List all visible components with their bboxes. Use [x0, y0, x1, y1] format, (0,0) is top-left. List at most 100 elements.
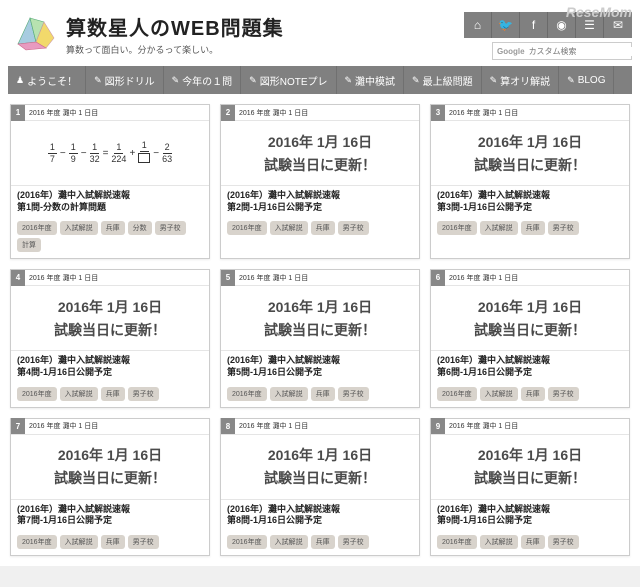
home-icon[interactable]: ⌂ [464, 12, 492, 38]
card[interactable]: 22016 年度 灘中 1 日目2016年 1月 16日試験当日に更新！(201… [220, 104, 420, 259]
card[interactable]: 52016 年度 灘中 1 日目2016年 1月 16日試験当日に更新！(201… [220, 269, 420, 407]
operator: − [81, 148, 87, 159]
card-tags: 2016年度入試解説兵庫男子校 [221, 531, 419, 555]
tag[interactable]: 入試解説 [270, 387, 308, 401]
card-head: 72016 年度 灘中 1 日目 [11, 419, 209, 435]
card-title-line2: 第7問-1月16日公開予定 [17, 515, 203, 527]
card-tags: 2016年度入試解説兵庫男子校 [221, 383, 419, 407]
card[interactable]: 32016 年度 灘中 1 日目2016年 1月 16日試験当日に更新！(201… [430, 104, 630, 259]
tag[interactable]: 兵庫 [101, 535, 125, 549]
logo-icon [12, 12, 60, 52]
card-title-line2: 第9問-1月16日公開予定 [437, 515, 623, 527]
tag[interactable]: 男子校 [548, 535, 579, 549]
tag[interactable]: 入試解説 [480, 535, 518, 549]
tag[interactable]: 男子校 [548, 387, 579, 401]
card-title-line1: (2016年）灘中入試解説速報 [227, 504, 413, 516]
card-body: 17−19−132=1224+1−263 [11, 121, 209, 185]
card-meta: 2016 年度 灘中 1 日目 [25, 108, 98, 118]
card-number: 6 [431, 270, 445, 286]
card-line2: 試験当日に更新！ [474, 155, 586, 175]
card-grid: 12016 年度 灘中 1 日目17−19−132=1224+1−263(201… [8, 94, 632, 558]
tag[interactable]: 兵庫 [101, 387, 125, 401]
tag[interactable]: 2016年度 [437, 387, 477, 401]
tag[interactable]: 兵庫 [311, 387, 335, 401]
facebook-icon[interactable]: f [520, 12, 548, 38]
twitter-icon[interactable]: 🐦 [492, 12, 520, 38]
tag[interactable]: 計算 [17, 238, 41, 252]
card-title: (2016年）灘中入試解説速報第3問-1月16日公開予定 [431, 185, 629, 217]
nav-item-5[interactable]: ✎最上級問題 [404, 66, 482, 94]
tag[interactable]: 入試解説 [270, 221, 308, 235]
tag[interactable]: 2016年度 [17, 387, 57, 401]
card-body: 2016年 1月 16日試験当日に更新！ [431, 435, 629, 499]
tag[interactable]: 分数 [128, 221, 152, 235]
card[interactable]: 42016 年度 灘中 1 日目2016年 1月 16日試験当日に更新！(201… [10, 269, 210, 407]
card-title-line1: (2016年）灘中入試解説速報 [17, 355, 203, 367]
tag[interactable]: 男子校 [338, 535, 369, 549]
nav-item-4[interactable]: ✎灘中模試 [337, 66, 405, 94]
tag[interactable]: 兵庫 [101, 221, 125, 235]
tag[interactable]: 入試解説 [60, 221, 98, 235]
card[interactable]: 82016 年度 灘中 1 日目2016年 1月 16日試験当日に更新！(201… [220, 418, 420, 556]
tag[interactable]: 男子校 [548, 221, 579, 235]
tag[interactable]: 入試解説 [480, 387, 518, 401]
card-head: 62016 年度 灘中 1 日目 [431, 270, 629, 286]
nav-item-6[interactable]: ✎算オリ解説 [482, 66, 560, 94]
tag[interactable]: 兵庫 [521, 387, 545, 401]
nav-label: 図形ドリル [105, 73, 155, 88]
tag[interactable]: 入試解説 [480, 221, 518, 235]
fraction: 19 [69, 143, 78, 164]
card[interactable]: 12016 年度 灘中 1 日目17−19−132=1224+1−263(201… [10, 104, 210, 259]
nav-label: BLOG [578, 75, 606, 86]
card-line2: 試験当日に更新！ [264, 155, 376, 175]
tag[interactable]: 男子校 [338, 387, 369, 401]
operator: = [103, 148, 109, 159]
nav-item-0[interactable]: ♟ようこそ！ [8, 66, 86, 94]
card-title: (2016年）灘中入試解説速報第8問-1月16日公開予定 [221, 499, 419, 531]
nav-label: 算オリ解説 [500, 73, 550, 88]
card-number: 2 [221, 105, 235, 121]
tag[interactable]: 入試解説 [270, 535, 308, 549]
operator: − [153, 148, 159, 159]
tag[interactable]: 兵庫 [311, 535, 335, 549]
nav-label: 今年の１問 [182, 73, 232, 88]
tag[interactable]: 2016年度 [17, 535, 57, 549]
card-line1: 2016年 1月 16日 [268, 445, 372, 465]
card-meta: 2016 年度 灘中 1 日目 [445, 273, 518, 283]
card-title-line1: (2016年）灘中入試解説速報 [227, 355, 413, 367]
tag[interactable]: 2016年度 [437, 535, 477, 549]
nav-item-1[interactable]: ✎図形ドリル [86, 66, 164, 94]
card-meta: 2016 年度 灘中 1 日目 [445, 108, 518, 118]
tag[interactable]: 2016年度 [227, 387, 267, 401]
nav-icon: ✎ [249, 75, 257, 86]
card[interactable]: 72016 年度 灘中 1 日目2016年 1月 16日試験当日に更新！(201… [10, 418, 210, 556]
tag[interactable]: 入試解説 [60, 387, 98, 401]
tag[interactable]: 兵庫 [521, 535, 545, 549]
card[interactable]: 92016 年度 灘中 1 日目2016年 1月 16日試験当日に更新！(201… [430, 418, 630, 556]
card[interactable]: 62016 年度 灘中 1 日目2016年 1月 16日試験当日に更新！(201… [430, 269, 630, 407]
tag[interactable]: 男子校 [155, 221, 186, 235]
card-title: (2016年）灘中入試解説速報第2問-1月16日公開予定 [221, 185, 419, 217]
card-tags: 2016年度入試解説兵庫男子校 [221, 217, 419, 241]
nav-item-7[interactable]: ✎BLOG [559, 66, 614, 94]
tag[interactable]: 兵庫 [311, 221, 335, 235]
card-line1: 2016年 1月 16日 [478, 132, 582, 152]
card-meta: 2016 年度 灘中 1 日目 [235, 421, 308, 431]
search-box[interactable]: Google [492, 42, 632, 60]
tag[interactable]: 2016年度 [437, 221, 477, 235]
tag[interactable]: 2016年度 [17, 221, 57, 235]
watermark: ReseMom [566, 4, 632, 20]
tag[interactable]: 2016年度 [227, 535, 267, 549]
nav-item-3[interactable]: ✎図形NOTEプレ [241, 66, 336, 94]
tag[interactable]: 入試解説 [60, 535, 98, 549]
card-title-line1: (2016年）灘中入試解説速報 [437, 355, 623, 367]
card-line1: 2016年 1月 16日 [478, 445, 582, 465]
tag[interactable]: 男子校 [128, 535, 159, 549]
tag[interactable]: 男子校 [128, 387, 159, 401]
tag[interactable]: 兵庫 [521, 221, 545, 235]
card-tags: 2016年度入試解説兵庫男子校 [431, 531, 629, 555]
tag[interactable]: 2016年度 [227, 221, 267, 235]
tag[interactable]: 男子校 [338, 221, 369, 235]
nav-item-2[interactable]: ✎今年の１問 [164, 66, 242, 94]
search-input[interactable] [529, 47, 639, 56]
